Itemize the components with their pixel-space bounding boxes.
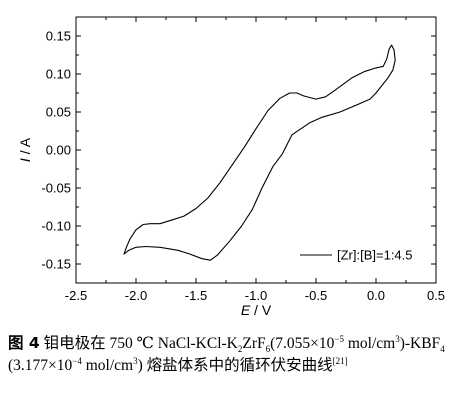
y-tick-label: 0.00 xyxy=(46,143,71,158)
x-tick-label: -1.0 xyxy=(245,288,267,303)
caption-text: (7.055×10 xyxy=(270,335,335,352)
caption-text: ) 熔盐体系中的循环伏安曲线 xyxy=(137,357,333,374)
caption-text: ZrF xyxy=(242,335,266,352)
cv-curve xyxy=(123,44,396,261)
caption-sub: 6 xyxy=(265,344,271,355)
y-tick-label: 0.05 xyxy=(46,105,71,120)
caption-text: mol/cm xyxy=(81,357,134,374)
caption-text: mol/cm xyxy=(343,335,396,352)
caption-sup: −5 xyxy=(334,333,344,344)
caption-text: )-KBF xyxy=(399,335,441,352)
y-tick-label: -0.05 xyxy=(41,181,71,196)
chart-svg: -2.5 -2.0 -1.5 -1.0 -0.5 0.0 0.5 -0.15 -0.10 -0.0… xyxy=(17,16,445,318)
x-tick-label: -0.5 xyxy=(305,288,327,303)
x-tick-label: -2.5 xyxy=(65,288,87,303)
x-tick-label: 0.0 xyxy=(367,288,385,303)
figure-label: 图 4 xyxy=(8,334,40,352)
y-tick-label: -0.15 xyxy=(41,257,71,272)
y-tick-label: -0.10 xyxy=(41,219,71,234)
x-tick-label: -1.5 xyxy=(185,288,207,303)
legend-label: [Zr]:[B]=1:4.5 xyxy=(337,248,413,263)
figure-caption: 图 4 钼电极在 750 ℃ NaCl-KCl-K2ZrF6(7.055×10−… xyxy=(8,332,468,377)
caption-sup: 3 xyxy=(133,355,138,366)
plot-frame xyxy=(75,16,437,284)
y-tick-label: 0.15 xyxy=(46,29,71,44)
caption-reference: [21] xyxy=(332,355,348,366)
caption-text: 钼电极在 750 ℃ NaCl-KCl-K xyxy=(39,335,238,352)
y-axis-title: I / A xyxy=(17,137,33,162)
caption-sup: −4 xyxy=(72,355,82,366)
x-tick-label: -2.0 xyxy=(125,288,147,303)
caption-text: (3.177×10 xyxy=(8,357,73,374)
cyclic-voltammogram-chart: -2.5 -2.0 -1.5 -1.0 -0.5 0.0 0.5 -0.15 -0.10 -0.0… xyxy=(17,16,445,318)
caption-sub: 2 xyxy=(237,344,243,355)
x-axis-title: E / V xyxy=(241,302,272,318)
x-tick-label: 0.5 xyxy=(427,288,445,303)
caption-sup: 3 xyxy=(395,333,400,344)
y-tick-label: 0.10 xyxy=(46,67,71,82)
caption-sub: 4 xyxy=(440,344,445,355)
